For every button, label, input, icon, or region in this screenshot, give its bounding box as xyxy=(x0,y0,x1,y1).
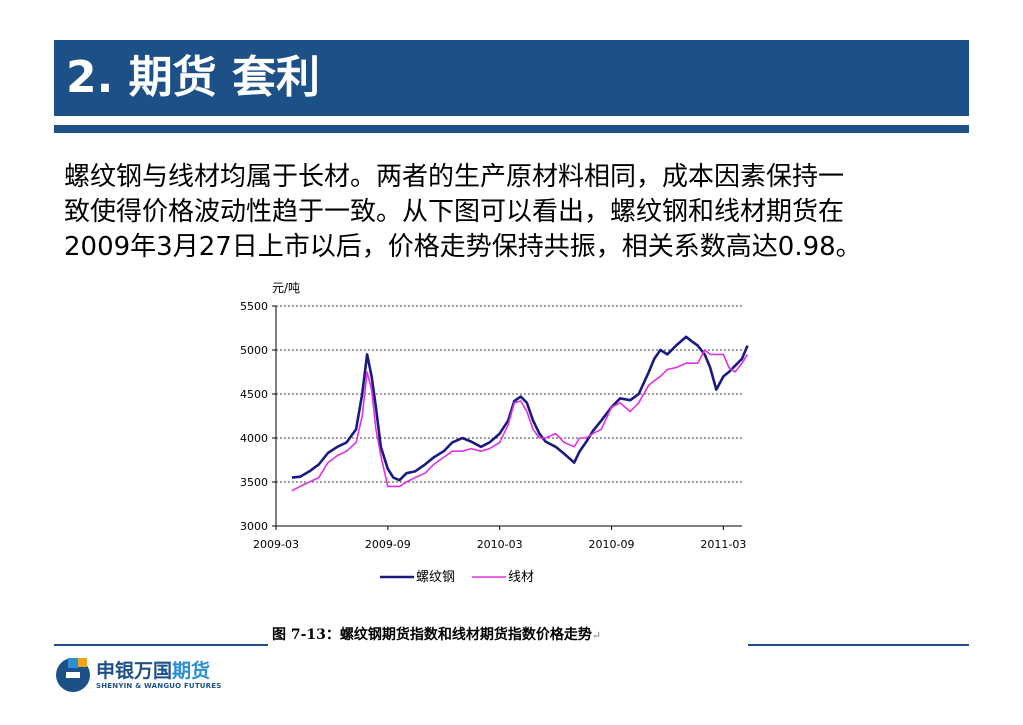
body-line: 螺纹钢与线材均属于长材。两者的生产原材料相同，成本因素保持一 xyxy=(64,162,845,192)
logo-name: 申银万国期货 xyxy=(96,656,210,683)
legend-label: 线材 xyxy=(508,570,534,585)
logo-name-accent: 期货 xyxy=(172,660,211,682)
x-tick-label: 2010-03 xyxy=(477,538,523,551)
grid-layer xyxy=(276,305,742,483)
company-logo: 申银万国期货 SHENYIN & WANGUO FUTURES xyxy=(54,652,254,696)
body-line: 2009年3月27日上市以后，价格走势保持共振，相关系数高达0.98。 xyxy=(64,232,862,262)
chart-caption: 图 7-13：螺纹钢期货指数和线材期货指数价格走势↵ xyxy=(272,624,601,644)
y-tick-label: 3000 xyxy=(240,520,268,533)
footer-rule-left xyxy=(54,644,268,646)
x-tick-label: 2010-09 xyxy=(589,538,635,551)
body-line: 致使得价格波动性趋于一致。从下图可以看出，螺纹钢和线材期货在 xyxy=(64,197,845,227)
x-tick-label: 2009-03 xyxy=(253,538,299,551)
y-tick-label: 4500 xyxy=(240,388,268,401)
title-band: 2. 期货 套利 xyxy=(54,40,969,116)
y-tick-label: 5000 xyxy=(240,344,268,357)
return-mark: ↵ xyxy=(591,629,602,642)
logo-name-main: 申银万国 xyxy=(96,660,173,682)
y-tick-label: 5500 xyxy=(240,300,268,313)
y-axis-label: 元/吨 xyxy=(272,281,300,295)
y-tick-label: 3500 xyxy=(240,476,268,489)
price-chart: 3000 3500 4000 4500 5000 5500 元/吨 2009-03 2009-0… xyxy=(240,281,749,585)
logo-name-en: SHENYIN & WANGUO FUTURES xyxy=(96,682,222,690)
series-layer xyxy=(291,335,749,492)
series-line-rebar xyxy=(291,335,749,482)
x-tick-label: 2011-03 xyxy=(700,538,746,551)
slide-title: 2. 期货 套利 xyxy=(66,52,320,103)
axis-layer: 3000 3500 4000 4500 5000 5500 元/吨 2009-03 2009-0… xyxy=(240,281,746,551)
body-paragraph: 螺纹钢与线材均属于长材。两者的生产原材料相同，成本因素保持一 致使得价格波动性趋… xyxy=(64,160,959,265)
legend-label: 螺纹钢 xyxy=(416,570,455,585)
footer-rule-right xyxy=(748,644,969,646)
y-tick-label: 4000 xyxy=(240,432,268,445)
x-tick-label: 2009-09 xyxy=(365,538,411,551)
title-divider xyxy=(54,125,969,133)
legend: 螺纹钢 线材 xyxy=(380,570,534,585)
chart-caption-text: 图 7-13：螺纹钢期货指数和线材期货指数价格走势 xyxy=(272,627,592,643)
logo-mark-icon xyxy=(56,658,90,692)
series-line-wire xyxy=(291,349,749,492)
